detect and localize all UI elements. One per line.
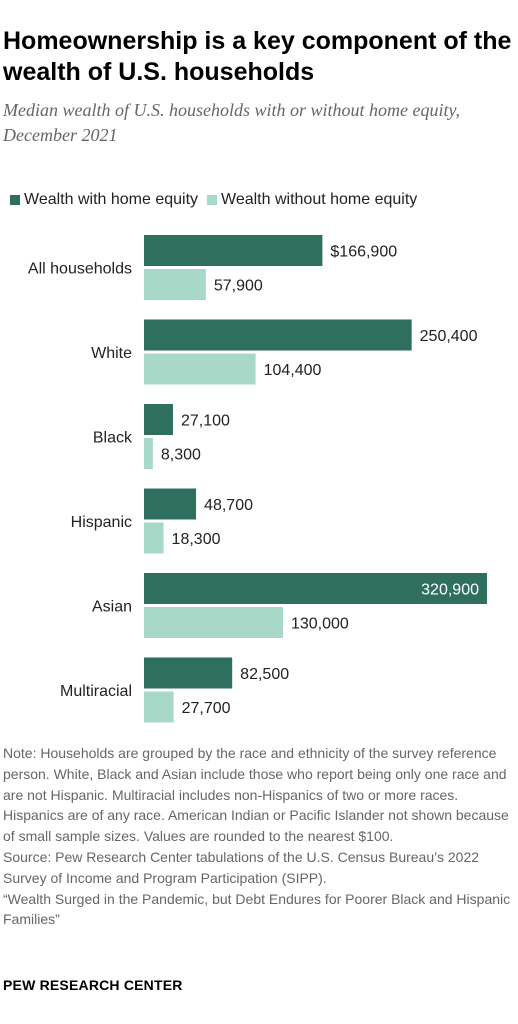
- category-label-asian: Asian: [92, 599, 132, 616]
- value-label-white-without-equity: 104,400: [264, 362, 322, 379]
- value-label-asian-without-equity: 130,000: [291, 616, 349, 633]
- bar-multiracial-without-equity: [144, 691, 174, 723]
- bar-asian-with-equity: [144, 573, 487, 604]
- value-label-asian-with-equity: 320,900: [421, 582, 479, 599]
- value-label-black-without-equity: 8,300: [161, 447, 201, 464]
- brand-logo-text: PEW RESEARCH CENTER: [3, 977, 183, 993]
- bar-black-without-equity: [144, 438, 153, 469]
- category-label-hispanic: Hispanic: [71, 514, 132, 531]
- legend-swatch-without-equity: [207, 195, 218, 205]
- bar-all-households-without-equity: [144, 269, 206, 300]
- category-label-multiracial: Multiracial: [60, 683, 132, 700]
- value-label-all-households-with-equity: $166,900: [330, 244, 397, 261]
- bar-all-households-with-equity: [144, 235, 323, 266]
- bar-chart: All households $166,900 57,900 White 250,400…: [28, 235, 487, 723]
- legend-item-without-equity: Wealth without home equity: [207, 191, 417, 209]
- category-label-all-households: All households: [28, 261, 132, 278]
- report-title-text: “Wealth Surged in the Pandemic, but Debt…: [3, 890, 511, 928]
- bar-multiracial-with-equity: [144, 657, 233, 689]
- value-label-hispanic-with-equity: 48,700: [204, 497, 253, 514]
- category-label-black: Black: [93, 430, 133, 447]
- bar-white-with-equity: [144, 319, 412, 351]
- value-label-multiracial-without-equity: 27,700: [182, 700, 231, 717]
- bar-hispanic-with-equity: [144, 488, 197, 520]
- value-label-hispanic-without-equity: 18,300: [172, 531, 221, 548]
- legend: Wealth with home equity Wealth without h…: [10, 189, 426, 211]
- value-label-all-households-without-equity: 57,900: [214, 278, 263, 295]
- value-label-white-with-equity: 250,400: [420, 328, 478, 345]
- bar-black-with-equity: [144, 404, 173, 435]
- legend-label-without-equity: Wealth without home equity: [221, 191, 418, 208]
- legend-swatch-with-equity: [10, 195, 20, 205]
- chart-title: Homeownership is a key component of the …: [3, 27, 512, 86]
- value-label-black-with-equity: 27,100: [181, 413, 230, 430]
- source-text: Source: Pew Research Center tabulations …: [3, 848, 480, 886]
- bar-white-without-equity: [144, 353, 256, 385]
- value-label-multiracial-with-equity: 82,500: [240, 666, 289, 683]
- note-text: Note: Households are grouped by the race…: [3, 745, 509, 845]
- note-block: Note: Households are grouped by the race…: [3, 743, 515, 930]
- legend-label-with-equity: Wealth with home equity: [24, 191, 199, 208]
- chart-subtitle: Median wealth of U.S. households with or…: [3, 100, 460, 145]
- bar-hispanic-without-equity: [144, 522, 164, 554]
- bar-asian-without-equity: [144, 607, 283, 638]
- category-label-white: White: [91, 345, 132, 362]
- legend-item-with-equity: Wealth with home equity: [10, 191, 198, 209]
